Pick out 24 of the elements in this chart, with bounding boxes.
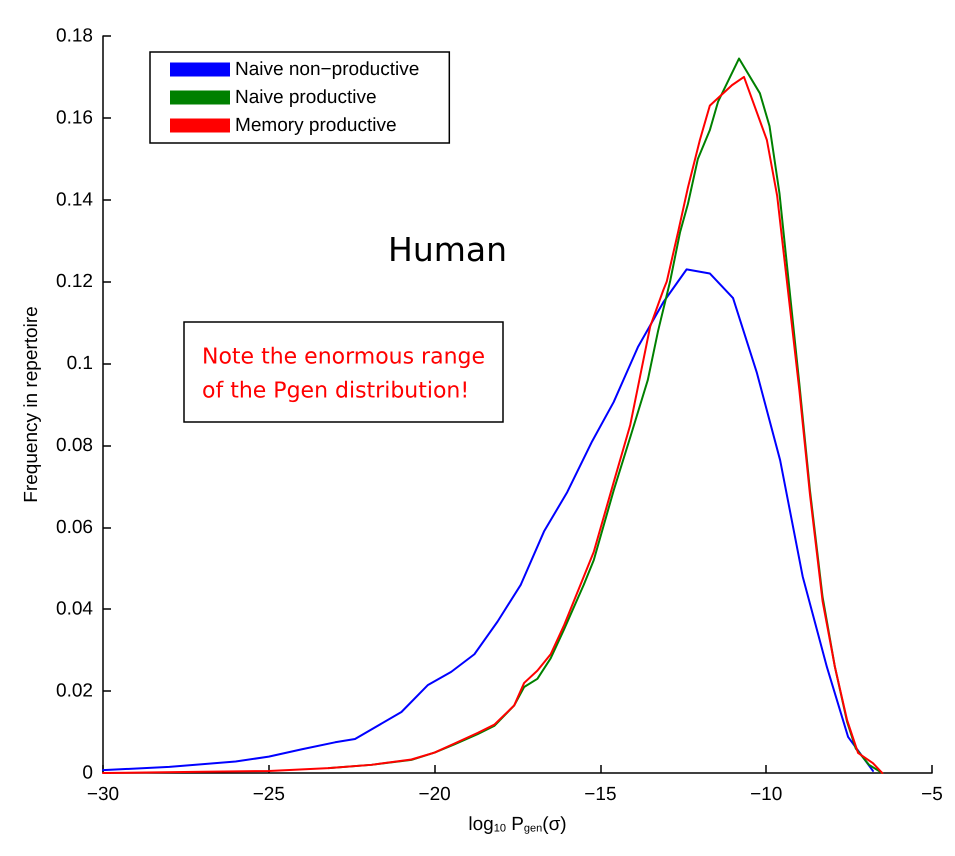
y-tick-label: 0.14 bbox=[56, 189, 94, 210]
annotation: Human bbox=[388, 230, 508, 269]
y-tick-label: 0.04 bbox=[56, 598, 94, 620]
y-tick-label: 0.02 bbox=[56, 680, 93, 702]
y-tick-label: 0.06 bbox=[56, 516, 93, 538]
x-tick-label: −25 bbox=[252, 784, 285, 805]
y-tick-label: 0.18 bbox=[56, 26, 93, 46]
y-axis-title: Frequency in repertoire bbox=[21, 306, 42, 503]
x-tick-label: −20 bbox=[418, 784, 451, 805]
x-tick-label: −15 bbox=[584, 784, 617, 805]
x-tick-label: −30 bbox=[86, 784, 120, 805]
x-tick-label: −10 bbox=[750, 784, 782, 805]
legend-label: Naive productive bbox=[235, 87, 377, 108]
legend-label: Naive non−productive bbox=[235, 59, 420, 80]
y-tick-label: 0 bbox=[82, 762, 93, 784]
x-axis-title: log10 Pgen(σ) bbox=[468, 814, 567, 835]
y-tick-label: 0.16 bbox=[56, 107, 93, 128]
y-tick-label: 0.1 bbox=[66, 353, 93, 374]
annotation: Note the enormous range of the Pgen distribution! bbox=[202, 344, 486, 404]
y-tick-label: 0.08 bbox=[56, 434, 93, 456]
y-tick-label: 0.12 bbox=[56, 271, 93, 292]
x-tick-label: −5 bbox=[921, 784, 943, 805]
legend-label: Memory productive bbox=[235, 115, 397, 136]
line-series bbox=[102, 268, 874, 772]
